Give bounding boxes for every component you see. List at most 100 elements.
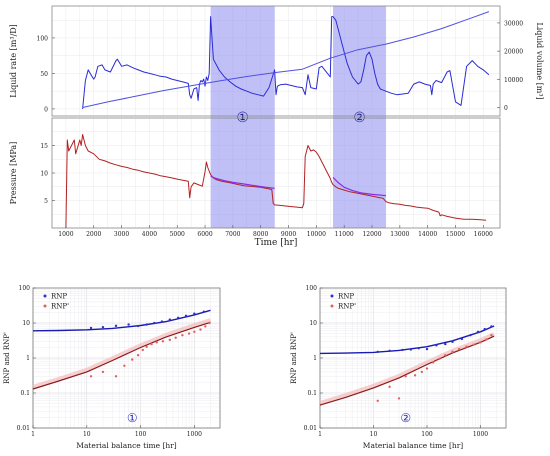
rnp-panel-1-rnp-prime-point	[199, 328, 202, 331]
time-x-tick-label: 14000	[418, 231, 437, 238]
liquid-y-tick-label: 100	[37, 35, 49, 42]
rnp-panel-1-rnp-point	[127, 323, 130, 326]
rnp-panel-2-legend-marker-rnp	[330, 294, 334, 298]
liquid-y-tick-label: 0	[44, 106, 48, 113]
rnp-panel-1-rnp-fit-line	[32, 309, 211, 332]
time-x-tick-label: 6000	[197, 231, 212, 238]
rnp-panel-1-rnp-prime-point	[101, 370, 105, 374]
rnp-panel-2-x-axis-label: Material balance time [hr]	[363, 441, 464, 450]
rnp-panel-1-rnp-prime-point	[89, 375, 93, 378]
rnp-panel-1-rnp-point	[153, 321, 156, 325]
pressure-y-tick-label: 5	[44, 198, 48, 205]
time-x-tick-label: 7000	[225, 231, 240, 238]
rnp-panel-1-rnp-prime-point	[208, 321, 211, 325]
rnp-panel-1-rnp-prime-point	[204, 325, 207, 328]
rnp-panel-1-rnp-prime-point	[136, 354, 140, 357]
time-axis-label: Time [hr]	[255, 238, 298, 248]
rnp-panel-2-rnp-prime-point	[388, 385, 391, 389]
rnp-panel-2-rnp-point	[476, 330, 480, 334]
rnp-panel-2-x-tick-label: 10	[370, 431, 378, 438]
rnp-panel-1-rnp-point	[160, 320, 164, 323]
rnp-panel-1-y-tick-label: 10	[22, 320, 30, 327]
rnp-panel-1-rnp-point	[136, 324, 140, 328]
rnp-panel-1-rnp-prime-point	[181, 333, 184, 337]
rnp-panel-2-rnp-point	[444, 342, 447, 346]
rnp-panel-1-rnp-prime-point	[150, 342, 153, 346]
rnp-panel-2-rnp-prime-point	[472, 343, 475, 346]
rnp-panel-1-legend-label-rnp-prime: RNP'	[51, 303, 69, 311]
liquid-volume-tick-label: 0	[504, 105, 508, 112]
liquid-volume-tick-label: 10000	[504, 77, 523, 84]
rnp-panel-2-y-tick-label: 10	[309, 320, 317, 327]
rnp-panel-1-rnp-prime-point	[141, 348, 144, 352]
rnp-panel-1-y-tick-label: 100	[19, 285, 31, 292]
rnp-panel-1-rnp-point	[168, 318, 172, 321]
rnp-panel-1-annotation: ①	[127, 411, 138, 425]
rnp-panel-1-x-tick-label: 1	[31, 431, 35, 438]
time-x-tick-label: 9000	[281, 231, 296, 238]
rnp-panel-1-rnp-point	[89, 326, 93, 330]
rnp-panel-1-rnp-prime-fit-line	[32, 321, 211, 390]
rnp-panel-2-rnp-point	[409, 348, 413, 351]
pressure-axis-label: Pressure [MPa]	[9, 142, 18, 205]
time-x-tick-label: 5000	[170, 231, 185, 238]
rnp-panel-2-x-tick-label: 1	[318, 431, 322, 438]
rnp-panel-2-rnp-prime-point	[420, 370, 424, 374]
rnp-panel-1-legend-label-rnp: RNP	[51, 293, 67, 301]
rnp-panel-1-rnp-prime-point	[193, 330, 196, 334]
rnp-panel-2-y-tick-label: 100	[306, 285, 318, 292]
rnp-panel-1-rnp-point	[202, 310, 206, 313]
rnp-panel-2-legend-marker-rnp-prime	[330, 304, 334, 308]
rnp-panel-1-rnp-point	[114, 324, 118, 328]
rnp-panel-1-rnp-prime-point	[131, 358, 134, 361]
liquid-volume-axis-label: Liquid volume [m³]	[535, 22, 544, 99]
time-x-tick-label: 2000	[86, 231, 101, 238]
time-x-tick-label: 10000	[307, 231, 326, 238]
pressure-line	[65, 134, 487, 229]
rnp-panel-2-rnp-prime-point	[425, 367, 429, 370]
rnp-panel-2-y-tick-label: 0.1	[307, 390, 317, 397]
rnp-panel-1-x-axis-label: Material balance time [hr]	[76, 441, 177, 450]
rnp-panel-1-rnp-prime-point	[123, 364, 126, 367]
pressure-y-tick-label: 10	[40, 171, 48, 178]
rnp-panel-1-rnp-prime-point	[155, 341, 158, 344]
rnp-panel-2-rnp-fit-line	[319, 325, 495, 355]
pressure-fit-line-2	[332, 176, 386, 197]
rnp-panel-1-rnp-prime-point	[187, 332, 191, 335]
rnp-panel-1-rnp-prime-point	[174, 336, 177, 339]
rnp-panel-2-rnp-prime-fit-line	[319, 335, 495, 406]
rnp-panel-2-rnp-prime-point	[490, 333, 493, 337]
pressure-y-tick-label: 15	[40, 143, 48, 150]
rnp-panel-2-annotation: ②	[400, 411, 411, 425]
time-x-tick-label: 4000	[142, 231, 157, 238]
rnp-panel-2-rnp-point	[435, 344, 438, 347]
time-x-tick-label: 13000	[390, 231, 409, 238]
rnp-panel-1-rnp-prime-band	[32, 318, 212, 389]
rnp-panel-2-rnp-prime-band	[319, 332, 495, 405]
rnp-panel-1-x-tick-label: 10	[83, 431, 91, 438]
rnp-panel-2-rnp-point	[417, 347, 420, 350]
rnp-panel-2-rnp-point	[469, 333, 472, 337]
rnp-panel-1-rnp-point	[145, 323, 148, 326]
rnp-panel-1-legend-marker-rnp	[43, 294, 47, 298]
rnp-panel-2-rnp-point	[376, 350, 379, 354]
rnp-panel-2-rnp-prime-point	[465, 345, 468, 348]
rnp-panel-2-rnp-prime-point	[413, 374, 417, 377]
rnp-panel-1-rnp-prime-point	[168, 338, 172, 342]
rnp-panel-2-rnp-point	[451, 340, 454, 344]
rnp-panel-1-y-axis-label: RNP and RNP'	[3, 332, 11, 384]
rnp-panel-2-rnp-prime-point	[444, 354, 447, 357]
rnp-panel-1-rnp-point	[101, 325, 105, 329]
rnp-panel-2-rnp-prime-point	[451, 350, 454, 354]
rnp-panel-2-rnp-point	[425, 347, 429, 351]
liquid-y-tick-label: 50	[40, 71, 48, 78]
rnp-panel-1-rnp-point	[176, 316, 180, 320]
rnp-panel-1-legend-marker-rnp-prime	[43, 304, 47, 308]
pressure-fit-line-1	[210, 175, 275, 189]
liquid-rate-axis-label: Liquid rate [m³/D]	[9, 24, 18, 98]
rnp-panel-1-rnp-prime-point	[161, 340, 165, 343]
rnp-panel-2-rnp-point	[490, 325, 493, 328]
rnp-panel-2-y-axis-label: RNP and RNP'	[290, 332, 298, 384]
liquid-volume-tick-label: 30000	[504, 20, 523, 27]
